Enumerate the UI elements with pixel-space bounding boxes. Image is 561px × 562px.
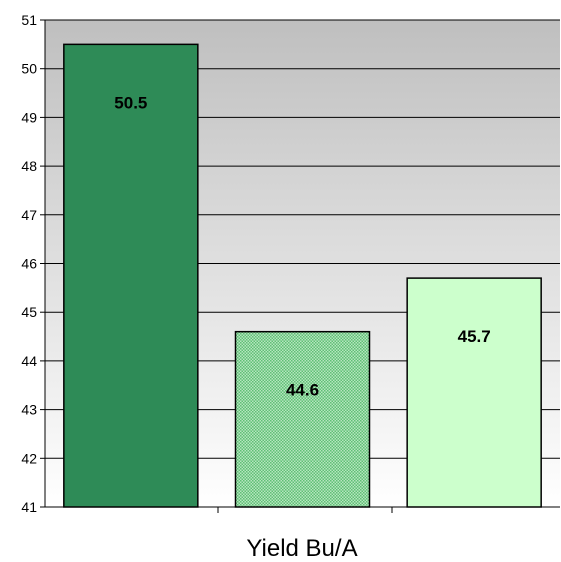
bar-2 xyxy=(234,330,371,508)
bar-value-label: 45.7 xyxy=(458,327,491,346)
bars: 50.5 44.6 45.7 xyxy=(63,43,542,508)
y-tick-label: 41 xyxy=(21,499,37,515)
y-tick-label: 43 xyxy=(21,402,37,418)
y-tick-label: 47 xyxy=(21,207,37,223)
y-axis: 41 42 43 44 45 46 47 48 49 50 51 xyxy=(21,12,46,515)
bar-1 xyxy=(63,43,199,508)
bar-3 xyxy=(406,277,542,508)
bar-value-label: 50.5 xyxy=(114,93,147,112)
y-tick-label: 42 xyxy=(21,450,37,466)
x-axis-label: Yield Bu/A xyxy=(246,535,357,562)
y-tick-label: 50 xyxy=(21,61,37,77)
x-axis xyxy=(45,506,560,513)
y-tick-label: 44 xyxy=(21,353,37,369)
bar-value-label: 44.6 xyxy=(286,381,319,400)
y-tick-label: 49 xyxy=(21,109,37,125)
y-tick-label: 48 xyxy=(21,158,37,174)
y-tick-label: 46 xyxy=(21,256,37,272)
y-tick-label: 51 xyxy=(21,12,37,28)
y-tick-label: 45 xyxy=(21,304,37,320)
